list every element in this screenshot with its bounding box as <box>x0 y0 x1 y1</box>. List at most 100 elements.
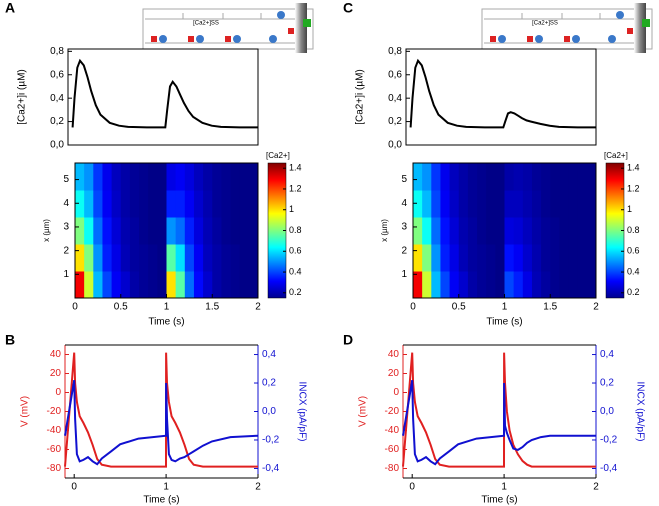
heat-cell <box>486 163 496 191</box>
heat-cell <box>586 271 597 299</box>
heat-cell <box>111 271 122 299</box>
heat-cell <box>230 163 241 191</box>
heat-cell <box>550 217 560 245</box>
heat-cell <box>559 271 570 299</box>
heat-cell <box>193 271 204 299</box>
y-tick-label: 0,8 <box>50 46 64 57</box>
y-tick-label: 20 <box>50 368 62 379</box>
data-line <box>64 352 258 468</box>
heat-cell <box>139 163 149 191</box>
heat-cell <box>139 190 149 218</box>
heat-cell <box>467 217 478 245</box>
x-tick-label: 1 <box>163 482 169 493</box>
heat-cell <box>120 163 131 191</box>
heat-cell <box>531 163 542 191</box>
heat-cell <box>550 190 560 218</box>
heat-cell <box>84 190 94 218</box>
heat-cell <box>139 244 149 272</box>
heat-cell <box>504 163 515 191</box>
heat-cell <box>440 190 451 218</box>
y-axis-label: V (mV) <box>358 396 369 427</box>
heat-cell <box>120 271 131 299</box>
heat-cell <box>239 163 250 191</box>
heat-cell <box>93 163 103 191</box>
heat-cell <box>550 271 560 299</box>
heat-cell <box>239 271 250 299</box>
panel-label: D <box>343 332 353 348</box>
y-tick-label: 0,2 <box>50 116 64 127</box>
heat-cell <box>148 244 158 272</box>
x-tick-label: 1 <box>502 302 508 313</box>
heat-cell <box>568 217 579 245</box>
heat-cell <box>120 244 131 272</box>
heat-cell <box>102 244 113 272</box>
colorbar-tick-label: 1 <box>627 204 632 214</box>
y-tick-label: 3 <box>401 222 407 233</box>
heat-cell <box>449 217 460 245</box>
colorbar-tick-label: 0.8 <box>627 225 640 235</box>
x-tick-label: 2 <box>593 482 599 493</box>
heat-cell <box>541 217 551 245</box>
heat-cell <box>531 217 542 245</box>
heat-cell <box>184 163 195 191</box>
heat-cell <box>84 163 94 191</box>
y-tick-label: 0,6 <box>388 69 402 80</box>
heat-cell <box>175 163 186 191</box>
colorbar-tick-label: 1.4 <box>627 163 640 173</box>
colorbar-title: [Ca2+] <box>604 151 628 160</box>
y-tick-label: 0 <box>55 387 61 398</box>
heat-cell <box>148 271 158 299</box>
heat-cell <box>166 163 177 191</box>
heat-cell <box>184 271 195 299</box>
heat-cell <box>413 244 423 272</box>
heat-cell <box>129 190 140 218</box>
y2-axis-label: INCX (pA/pF) <box>296 381 307 441</box>
heat-cell <box>193 190 204 218</box>
heat-cell <box>93 217 103 245</box>
heat-cell <box>221 244 232 272</box>
heat-cell <box>431 163 441 191</box>
heat-cell <box>458 163 469 191</box>
heat-cell <box>440 244 451 272</box>
heat-cell <box>175 217 186 245</box>
heat-cell <box>102 217 113 245</box>
y-tick-label: 5 <box>401 174 407 185</box>
heat-cell <box>577 217 588 245</box>
heat-cell <box>422 190 432 218</box>
heat-cell <box>577 163 588 191</box>
heat-cell <box>157 217 167 245</box>
x-axis-label: Time (s) <box>486 317 522 328</box>
heat-cell <box>166 190 177 218</box>
y2-tick-label: 0,0 <box>262 406 276 417</box>
plots: 0,0 0,2 0,4 0,6 0,8 [Ca2+]i (µM) A [Ca2+]SS 0 0.5… <box>5 0 645 506</box>
heat-cell <box>440 163 451 191</box>
heat-cell <box>139 271 149 299</box>
y-axis-label: [Ca2+]i (µM) <box>355 69 366 125</box>
heat-cell <box>458 244 469 272</box>
y-tick-label: -20 <box>47 406 62 417</box>
y-axis-label: x (µm) <box>380 219 389 242</box>
heat-cell <box>458 190 469 218</box>
x-tick-label: 0 <box>409 482 415 493</box>
schematic-c <box>481 2 653 54</box>
heat-cell <box>577 271 588 299</box>
heat-cell <box>522 271 533 299</box>
heat-cell <box>84 217 94 245</box>
heat-cell <box>577 190 588 218</box>
heat-cell <box>541 271 551 299</box>
heat-cell <box>449 190 460 218</box>
heat-cell <box>157 271 167 299</box>
x-tick-label: 0.5 <box>452 302 466 313</box>
y-tick-label: 4 <box>63 198 69 209</box>
heat-cell <box>559 217 570 245</box>
y-axis-label: [Ca2+]i (µM) <box>17 69 28 125</box>
heat-cell <box>550 163 560 191</box>
heat-cell <box>212 190 222 218</box>
heat-cell <box>248 271 259 299</box>
y-axis-label: V (mV) <box>20 396 31 427</box>
plot-frame <box>405 48 597 146</box>
colorbar-title: [Ca2+] <box>266 151 290 160</box>
heat-cell <box>486 271 496 299</box>
y-tick-label: 2 <box>401 245 407 256</box>
